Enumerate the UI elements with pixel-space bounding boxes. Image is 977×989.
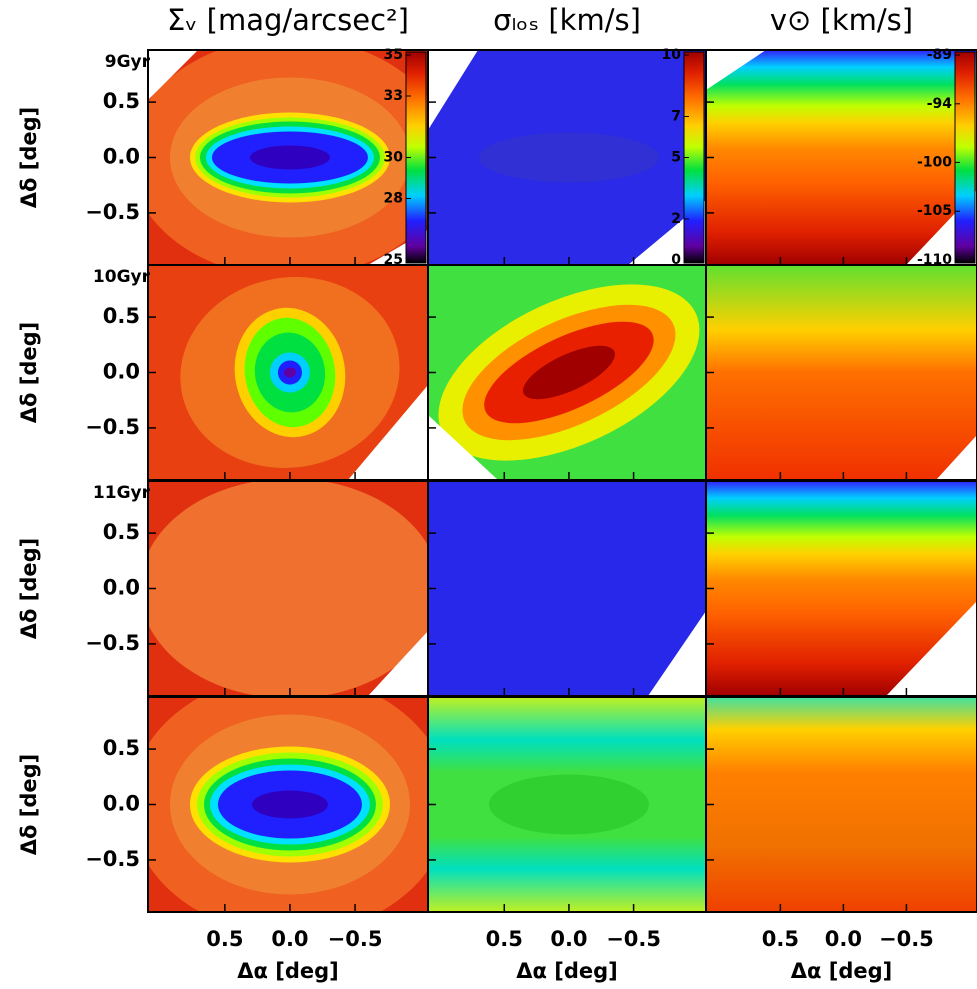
no-data <box>648 611 706 696</box>
map-panel <box>428 481 706 696</box>
x-tick-label: 0.5 <box>486 927 523 951</box>
y-tick-label: 0.5 <box>103 520 140 544</box>
colorbar-tick-label: 5 <box>671 150 681 166</box>
no-data <box>936 435 977 480</box>
map-panel <box>706 697 977 912</box>
colorbar-tick-label: 30 <box>384 150 404 166</box>
colorbar-tick-label: -100 <box>917 154 952 170</box>
map-panel <box>428 265 706 480</box>
y-axis-label: Δδ [deg] <box>17 754 41 856</box>
colorbar-tick-label: 2 <box>671 211 681 227</box>
map-background <box>706 265 977 480</box>
x-tick-label: −0.5 <box>328 927 383 951</box>
y-tick-label: 0.0 <box>103 360 140 384</box>
x-tick-label: 0.0 <box>550 927 587 951</box>
map-panel <box>706 265 977 480</box>
no-data <box>148 50 198 100</box>
y-tick-label: −0.5 <box>85 200 140 224</box>
row-label: 10Gyr <box>93 267 151 287</box>
map-background <box>706 697 977 912</box>
colorbar-tick-label: -94 <box>927 96 953 112</box>
x-tick-label: 0.5 <box>762 927 799 951</box>
contour <box>488 774 649 835</box>
y-tick-label: −0.5 <box>85 847 140 871</box>
map-background <box>428 481 706 696</box>
no-data <box>348 385 428 480</box>
colorbar <box>954 51 976 264</box>
colorbar-tick-label: 10 <box>662 47 682 63</box>
row-label: 9Gyr <box>105 52 151 72</box>
no-data <box>428 50 478 130</box>
x-tick-label: 0.0 <box>825 927 862 951</box>
x-axis-label: Δα [deg] <box>516 959 618 983</box>
y-tick-label: 0.0 <box>103 576 140 600</box>
y-tick-label: −0.5 <box>85 415 140 439</box>
no-data <box>428 415 498 480</box>
contour <box>251 790 328 819</box>
map-panel <box>428 50 706 265</box>
contour <box>478 132 659 183</box>
x-tick-label: −0.5 <box>606 927 661 951</box>
map-panel <box>148 697 428 912</box>
y-tick-label: 0.0 <box>103 792 140 816</box>
y-axis-label: Δδ [deg] <box>17 107 41 209</box>
y-tick-label: 0.0 <box>103 145 140 169</box>
y-axis-label: Δδ [deg] <box>17 538 41 640</box>
y-tick-label: 0.5 <box>103 89 140 113</box>
colorbar-tick-label: 28 <box>384 191 403 207</box>
contour <box>249 145 330 170</box>
y-axis-label: Δδ [deg] <box>17 322 41 424</box>
column-title: Σᵥ [mag/arcsec²] <box>167 3 409 37</box>
x-tick-label: −0.5 <box>879 927 934 951</box>
map-panel <box>706 50 977 265</box>
map-background <box>706 50 977 265</box>
colorbar-tick-label: 33 <box>384 88 403 104</box>
colorbar-tick-label: -110 <box>917 252 952 268</box>
y-tick-label: 0.5 <box>103 736 140 760</box>
no-data <box>706 50 766 90</box>
map-panel <box>148 50 428 265</box>
colorbar-tick-label: 25 <box>384 252 403 268</box>
colorbar-tick-label: 35 <box>384 47 403 63</box>
map-panel <box>148 481 428 696</box>
contour <box>522 345 615 400</box>
colorbar-tick-label: -89 <box>927 47 952 63</box>
x-axis-label: Δα [deg] <box>791 959 893 983</box>
map-panel <box>706 481 977 696</box>
colorbar-tick-label: 0 <box>671 252 681 268</box>
x-tick-label: 0.0 <box>271 927 308 951</box>
contour <box>148 481 428 696</box>
map-panel <box>428 697 706 912</box>
no-data <box>886 601 977 696</box>
y-tick-label: 0.5 <box>103 304 140 328</box>
map-panel <box>148 265 428 480</box>
x-tick-label: 0.5 <box>206 927 243 951</box>
x-axis-label: Δα [deg] <box>237 959 339 983</box>
y-tick-label: −0.5 <box>85 631 140 655</box>
no-data <box>368 631 428 696</box>
row-label: 11Gyr <box>93 483 151 503</box>
colorbar-tick-label: 7 <box>671 109 681 125</box>
colorbar-tick-label: -105 <box>917 203 952 219</box>
contour <box>283 367 296 378</box>
column-title: σₗₒₛ [km/s] <box>493 3 641 37</box>
column-title: v⊙ [km/s] <box>770 3 913 37</box>
